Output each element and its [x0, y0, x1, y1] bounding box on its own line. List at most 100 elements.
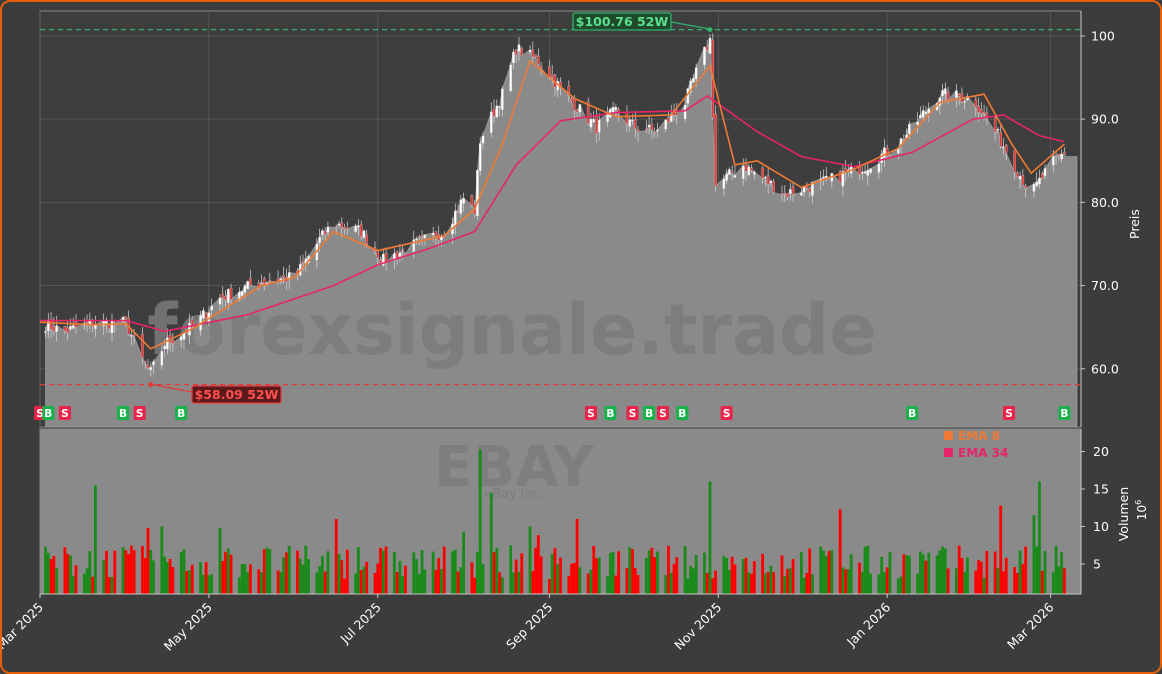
volume-bar [179, 552, 183, 594]
candle [1035, 181, 1038, 187]
candle [365, 234, 368, 245]
volume-bar [844, 569, 848, 594]
volume-bar [733, 564, 737, 594]
candle [143, 361, 147, 363]
candle [993, 117, 997, 133]
volume-bar [683, 546, 687, 594]
candle [885, 147, 889, 156]
volume-bar [860, 571, 864, 594]
candle [1002, 146, 1005, 149]
candle [944, 88, 947, 95]
candle [412, 239, 416, 252]
volume-bar [489, 492, 493, 594]
volume-bar [401, 575, 405, 594]
volume-bar [91, 576, 95, 594]
signal-label: B [606, 408, 614, 420]
volume-bar [883, 571, 886, 594]
candle [921, 110, 925, 118]
volume-bar [512, 572, 515, 594]
candle [611, 107, 615, 113]
volume-bar [863, 546, 867, 594]
candle [334, 226, 338, 229]
volume-bar [617, 551, 621, 594]
volume-bar [1060, 552, 1064, 594]
candle [598, 119, 601, 133]
volume-bar [539, 556, 543, 594]
volume-bar [1040, 570, 1044, 594]
candle [578, 104, 582, 113]
volume-bar [282, 557, 286, 594]
candle [869, 168, 872, 173]
candle [636, 129, 640, 132]
volume-bar [514, 559, 518, 594]
candle [229, 287, 233, 300]
candle [163, 345, 166, 350]
candle [825, 175, 828, 178]
volume-bar [672, 564, 676, 594]
volume-bar [207, 575, 211, 594]
volume-bar [190, 564, 194, 594]
volume-bar [163, 556, 166, 594]
candle [501, 88, 504, 110]
volume-bar [791, 559, 795, 594]
signal-label: S [61, 408, 69, 420]
volume-bar [1062, 568, 1066, 594]
candle [628, 119, 631, 127]
volume-bar [548, 578, 551, 594]
candle [634, 119, 637, 129]
volume-bar [492, 552, 496, 594]
candle [548, 66, 551, 79]
candle [91, 320, 94, 327]
signal-marker [643, 406, 656, 420]
candle [107, 324, 111, 330]
candle [393, 253, 396, 261]
volume-bar [307, 559, 310, 594]
volume-bar [888, 551, 892, 594]
legend-swatch [944, 431, 953, 440]
volume-bar [885, 567, 889, 594]
candle [382, 253, 385, 266]
volume-bar [373, 572, 377, 594]
low-52w-label: $58.09 52W [195, 387, 279, 402]
volume-bar [478, 449, 482, 594]
candle [772, 181, 775, 193]
volume-bar [534, 547, 537, 594]
volume-unit-label: 106 [1134, 500, 1149, 520]
volume-bar [786, 568, 789, 594]
candle [800, 192, 803, 196]
volume-bar [520, 553, 524, 594]
candle [722, 178, 726, 189]
volume-bar [531, 571, 535, 594]
volume-bar [210, 574, 214, 594]
candle [656, 129, 659, 132]
volume-bar [963, 571, 967, 594]
candle [462, 198, 465, 204]
candle [694, 67, 698, 80]
volume-bar [298, 558, 302, 594]
volume-bar [345, 549, 349, 594]
volume-bar [979, 561, 983, 594]
candle [675, 112, 679, 116]
volume-bar [268, 549, 272, 594]
candle [692, 78, 695, 83]
candle [916, 121, 919, 126]
volume-bar [420, 550, 424, 594]
volume-bar [747, 572, 751, 594]
volume-bar [395, 572, 399, 594]
volume-bar [440, 569, 443, 594]
candle [431, 232, 435, 235]
volume-bar [730, 556, 734, 594]
signal-marker [676, 406, 689, 420]
volume-bar [708, 481, 712, 594]
candle [769, 180, 773, 183]
volume-bar [788, 567, 792, 594]
signal-marker [1003, 406, 1016, 420]
volume-bar [326, 551, 330, 594]
candle [66, 327, 69, 333]
candle [924, 112, 928, 114]
volume-bar [838, 509, 842, 594]
volume-bar [636, 575, 640, 594]
volume-bar [337, 554, 341, 594]
candle [941, 90, 944, 97]
volume-bar [595, 558, 598, 594]
